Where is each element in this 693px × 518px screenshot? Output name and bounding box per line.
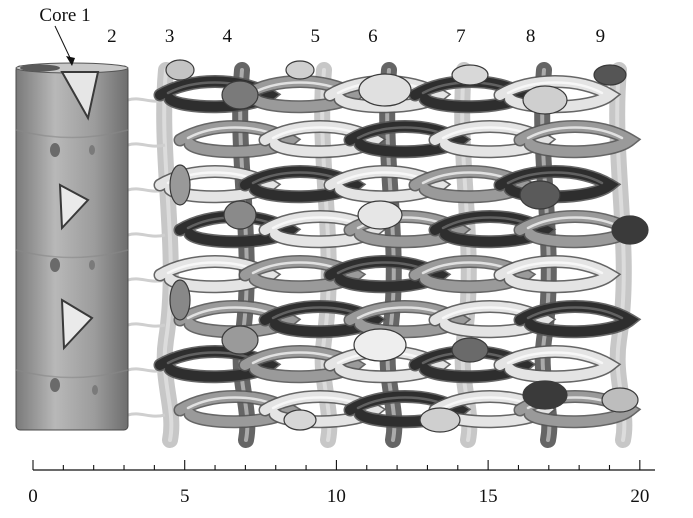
vortex-blob — [221, 325, 259, 355]
x-axis: 0 5 10 15 20 — [28, 460, 655, 507]
vortex-blob — [451, 64, 489, 86]
core-labels: Core 1 2 3 4 5 6 7 8 9 — [39, 5, 605, 47]
vortex-blob — [522, 380, 568, 410]
vortex-blob — [611, 215, 649, 245]
core-label: 3 — [165, 26, 175, 47]
vortex-ring-highlight — [506, 351, 604, 365]
tick-label: 15 — [479, 486, 498, 507]
vortex-blob — [419, 407, 461, 433]
vortex-ring-highlight — [506, 81, 604, 95]
core-label: 8 — [526, 26, 536, 47]
vortex-structure — [127, 59, 649, 448]
vortex-ring-highlight — [526, 306, 624, 320]
vortex-blob — [169, 164, 191, 206]
wake-streak — [127, 232, 166, 238]
vortex-ring-highlight — [506, 171, 604, 185]
vortex-blob — [165, 59, 195, 81]
vortex-blob — [519, 180, 561, 210]
vortex-blob — [593, 64, 627, 86]
tick-label: 10 — [327, 486, 346, 507]
core-label: 6 — [368, 26, 378, 47]
cylinder — [15, 62, 129, 431]
vortex-blob — [169, 279, 191, 321]
core-label: 9 — [596, 26, 606, 47]
vortex-blob — [283, 409, 317, 431]
tick-label: 5 — [180, 486, 190, 507]
vortex-blob — [353, 328, 407, 362]
wake-streak — [127, 142, 166, 148]
tick-label: 0 — [28, 486, 38, 507]
tick-label: 20 — [630, 486, 649, 507]
vortex-ring-highlight — [506, 261, 604, 275]
vortex-blob — [358, 73, 412, 107]
core-label: 7 — [456, 26, 466, 47]
wake-streak — [127, 322, 166, 328]
vortex-ring-highlight — [526, 126, 624, 140]
core-label: 2 — [107, 26, 117, 47]
vortex-column-highlight — [162, 68, 174, 442]
vortex-blob — [285, 60, 315, 80]
vortex-blob — [223, 200, 257, 230]
vortex-blob — [451, 337, 489, 363]
vortex-blob — [221, 80, 259, 110]
wake-streak — [127, 412, 166, 418]
vortex-blob — [357, 200, 403, 230]
vortex-blob — [522, 85, 568, 115]
core-label: 4 — [222, 26, 232, 47]
core-label: Core 1 — [39, 5, 90, 26]
core-label: 5 — [310, 26, 320, 47]
vortex-blob — [601, 387, 639, 413]
core1-leader-arrow — [54, 25, 75, 66]
